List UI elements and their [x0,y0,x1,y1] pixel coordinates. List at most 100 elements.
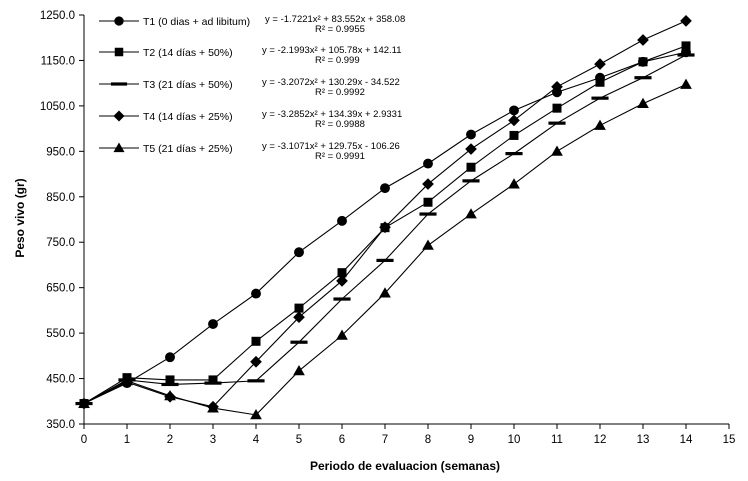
data-point-square [595,77,605,87]
legend-item-3: T3 (21 días + 50%) y = -3.2072x² + 130.29… [99,77,400,98]
data-point-triangle [594,119,606,130]
data-point-diamond [293,311,305,324]
data-point-circle [509,105,519,116]
y-tick-label: 850.0 [46,192,75,204]
x-tick-label: 4 [253,434,260,446]
data-point-dash [591,96,609,100]
data-point-square [337,268,347,278]
legend-item-4: T4 (14 días + 25%) y = -3.2852x² + 134.39… [99,109,402,130]
data-point-square [681,41,691,51]
data-point-dash [548,121,566,125]
legend-item-1: T1 (0 dias + ad libitum) y = -1.7221x² + … [99,14,405,35]
legend-label: T1 (0 dias + ad libitum) [143,16,250,28]
data-point-triangle [465,208,477,219]
legend-label: T5 (21 días + 25%) [143,143,233,155]
data-point-diamond [336,275,348,287]
data-point-circle [337,215,347,226]
trendline-r2: R² = 0.9991 [315,151,365,162]
data-point-diamond [680,15,692,27]
data-point-dash [204,381,222,385]
data-point-triangle [508,178,520,189]
legend-item-2: T2 (14 días + 50%) y = -2.1993x² + 105.78… [99,45,402,66]
legend-item-5: T5 (21 días + 25%) y = -3.1071x² + 129.75… [99,141,400,162]
x-tick-label: 0 [81,434,87,446]
trendline-equation: y = -3.2072x² + 130.29x - 34.522 [262,77,400,88]
data-point-dash [634,76,652,80]
x-tick-label: 12 [594,434,607,446]
data-point-triangle [207,402,219,413]
legend-label: T2 (14 días + 50%) [143,47,233,59]
data-point-circle [165,352,175,363]
data-point-triangle [164,389,176,401]
data-point-diamond [465,143,477,155]
x-tick-label: 11 [551,434,563,446]
data-point-circle [466,129,476,140]
data-point-square [466,162,476,172]
trendline-equation: y = -3.1071x² + 129.75x - 106.26 [262,141,400,152]
data-point-diamond [113,110,125,122]
data-point-diamond [422,178,434,190]
trendline-r2: R² = 0.9992 [315,87,365,98]
data-point-triangle [113,142,125,153]
data-point-circle [208,319,218,329]
data-point-triangle [293,364,305,376]
data-point-diamond [508,114,520,127]
data-point-dash [161,382,179,387]
y-tick-label: 750.0 [46,237,75,249]
series-line [83,84,687,416]
data-point-dash [247,379,265,383]
y-tick-label: 450.0 [46,374,75,386]
data-point-square [638,57,648,67]
x-tick-label: 14 [680,434,693,446]
trendline-equation: y = -1.7221x² + 83.552x + 358.08 [265,14,405,25]
data-point-triangle [379,287,391,298]
data-point-diamond [551,80,563,93]
trendline-r2: R² = 0.9988 [315,119,365,130]
data-point-triangle [551,145,563,156]
data-point-triangle [336,329,348,340]
data-point-triangle [78,397,90,408]
data-point-square [208,375,218,385]
y-tick-label: 650.0 [46,283,75,295]
x-tick-label: 5 [296,434,302,446]
data-point-diamond [594,58,606,70]
x-tick-label: 8 [425,434,431,446]
x-tick-label: 9 [468,434,474,446]
data-point-dash [333,297,351,301]
data-point-dash [110,82,128,86]
data-point-diamond [379,221,391,234]
data-point-circle [423,158,433,169]
x-tick-label: 1 [124,434,130,446]
data-point-triangle [250,409,262,420]
series-layer [75,15,695,420]
y-tick-label: 550.0 [46,328,75,340]
data-point-square [423,197,433,207]
data-point-dash [505,152,523,156]
x-tick-label: 13 [637,434,650,446]
data-point-dash [290,340,308,344]
data-point-dash [462,179,480,183]
x-axis-title: Periodo de evaluacion (semanas) [310,459,500,473]
x-tick-label: 3 [210,434,216,446]
data-point-circle [380,183,390,194]
x-tick-label: 15 [723,434,736,446]
data-point-square [165,375,175,385]
y-tick-label: 1050.0 [40,101,75,113]
data-point-square [294,303,304,313]
x-tick-label: 6 [339,434,345,446]
data-point-dash [677,53,695,57]
trendline-equation: y = -2.1993x² + 105.78x + 142.11 [262,45,402,56]
data-point-circle [251,288,261,299]
legend: T1 (0 dias + ad libitum) y = -1.7221x² + … [99,14,405,162]
y-tick-label: 1150.0 [41,55,75,67]
trendline-r2: R² = 0.999 [315,55,360,66]
data-point-circle [294,247,304,258]
data-point-square [509,130,519,140]
data-point-square [552,103,562,113]
data-point-square [114,47,124,57]
x-tick-label: 2 [167,434,173,446]
data-point-circle [114,16,124,26]
data-point-square [251,336,261,346]
data-point-triangle [637,97,649,109]
